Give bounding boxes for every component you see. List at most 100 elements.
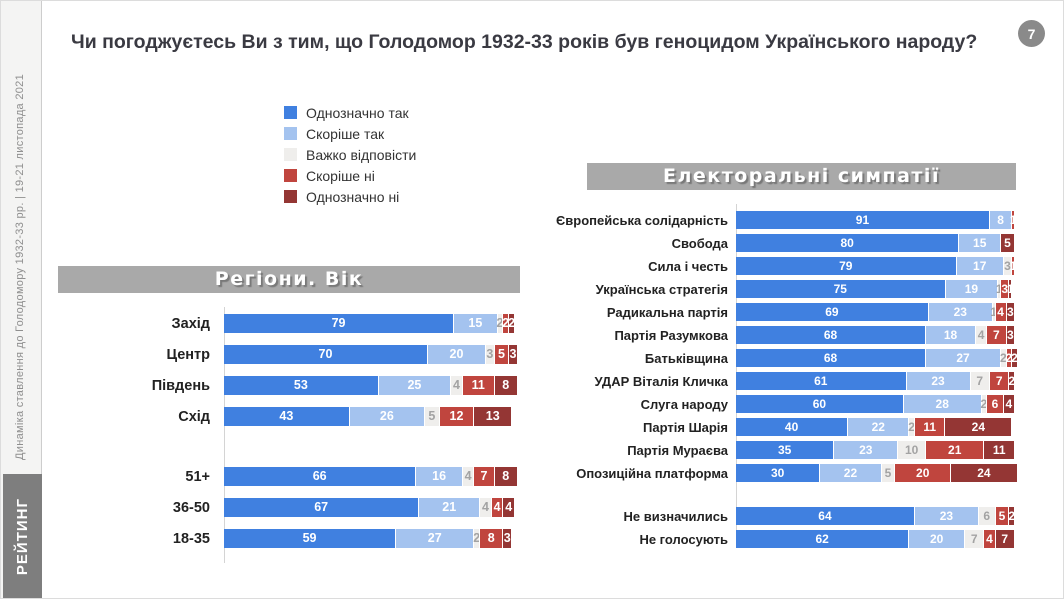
row-label: 51+ bbox=[185, 468, 210, 485]
bar-segment-value: 2 bbox=[1011, 351, 1018, 365]
bar-segment: 7 bbox=[963, 530, 984, 548]
legend-item: Скоріше ні bbox=[284, 168, 416, 184]
bar-segment-value: 1 bbox=[996, 280, 1003, 298]
legend-swatch-icon bbox=[284, 190, 297, 203]
bar-segment-value: 2 bbox=[1000, 351, 1007, 365]
bar-segment: 26 bbox=[348, 407, 425, 426]
bar-segment: 23 bbox=[905, 372, 970, 390]
bar-segment: 23 bbox=[913, 507, 978, 525]
bar-segment: 59 bbox=[224, 529, 396, 548]
bar-segment-value: 23 bbox=[953, 305, 967, 319]
bar-segment-value: 53 bbox=[293, 378, 308, 392]
stacked-bar: 70 20 3 5 3 bbox=[224, 345, 517, 364]
chart-row: Схід 43 26 5 12 13 bbox=[58, 407, 514, 426]
bar-segment: 1 bbox=[1010, 211, 1016, 229]
bar-segment-value: 66 bbox=[312, 469, 327, 483]
row-label: Схід bbox=[178, 408, 210, 425]
chart-row: Слуга народу 60 28 2 6 4 bbox=[587, 395, 1014, 413]
bar-segment: 91 bbox=[736, 211, 989, 229]
bar-segment: 4 bbox=[461, 467, 474, 486]
bar-segment-value: 17 bbox=[973, 259, 987, 273]
bar-segment-value: 80 bbox=[840, 236, 854, 250]
bar-segment: 75 bbox=[736, 280, 945, 298]
bar-segment: 69 bbox=[736, 303, 928, 321]
bar-segment-value: 79 bbox=[839, 259, 853, 273]
row-label: Сила і честь bbox=[648, 258, 728, 274]
bar-segment: 8 bbox=[479, 529, 503, 548]
bar-segment: 2 bbox=[981, 395, 987, 413]
bar-segment: 28 bbox=[902, 395, 981, 413]
bar-segment: 4 bbox=[994, 303, 1006, 321]
chart-row: Партія Мураєва 35 23 10 21 11 bbox=[587, 441, 1014, 459]
chart-row: 36-50 67 21 4 4 4 bbox=[58, 498, 514, 517]
bar-segment: 10 bbox=[897, 441, 926, 459]
bar-segment-value: 27 bbox=[427, 531, 442, 545]
bar-segment: 1 bbox=[996, 280, 1003, 298]
bar-segment: 22 bbox=[819, 464, 881, 482]
bar-segment-value: 6 bbox=[983, 509, 991, 523]
legend-label: Важко відповісти bbox=[306, 146, 417, 163]
bar-segment-value: 11 bbox=[992, 443, 1006, 457]
bar-segment-value: 8 bbox=[487, 531, 495, 545]
bar-segment: 5 bbox=[994, 507, 1009, 525]
chart-row: Радикальна партія 69 23 143 bbox=[587, 303, 1014, 321]
chart-row: УДАР Віталія Кличка 61 23 7 7 2 bbox=[587, 372, 1015, 390]
bar-segment-value: 62 bbox=[815, 532, 829, 546]
chart-row: Захід 79 15 2 2 2 bbox=[58, 314, 515, 333]
stacked-bar: 66 16 4 7 8 bbox=[224, 467, 517, 486]
stacked-bar: 79 15 2 2 2 bbox=[224, 314, 515, 333]
bar-segment-value: 35 bbox=[777, 443, 792, 457]
bar-segment-value: 4 bbox=[977, 328, 985, 342]
legend-swatch-icon bbox=[284, 148, 297, 161]
chart-row: Не голосують 62 20 7 4 7 bbox=[587, 530, 1014, 548]
bar-segment: 21 bbox=[418, 498, 480, 517]
bar-segment-value: 7 bbox=[993, 328, 1000, 342]
bar-segment: 4 bbox=[1002, 395, 1014, 413]
bar-segment-value: 3 bbox=[1006, 328, 1014, 342]
legend-label: Однозначно так bbox=[306, 104, 409, 121]
chart-row: Опозиційна платформа 30 22 5 20 24 bbox=[576, 464, 1017, 482]
page-title: Чи погоджуєтесь Ви з тим, що Голодомор 1… bbox=[71, 31, 978, 53]
row-label: Європейська солідарність bbox=[556, 212, 728, 228]
row-label: Слуга народу bbox=[640, 396, 728, 412]
bar-segment: 4 bbox=[502, 498, 514, 517]
bar-segment-value: 5 bbox=[998, 509, 1006, 523]
bar-segment-value: 22 bbox=[843, 466, 858, 480]
bar-segment-value: 11 bbox=[923, 420, 937, 434]
bar-segment-value: 2 bbox=[980, 397, 988, 411]
bar-segment: 15 bbox=[958, 234, 1001, 252]
bar-segment-value: 68 bbox=[823, 351, 838, 365]
bar-segment-value: 4 bbox=[505, 500, 513, 514]
bar-segment: 1 bbox=[990, 303, 997, 321]
bar-segment-value: 23 bbox=[859, 443, 873, 457]
bar-segment-value: 3 bbox=[503, 531, 511, 545]
bar-segment-value: 12 bbox=[449, 409, 464, 423]
bar-segment: 27 bbox=[925, 349, 1001, 367]
row-label: Партія Разумкова bbox=[614, 327, 728, 343]
stacked-bar: 68 27 2 2 2 bbox=[736, 349, 1018, 367]
bar-segment: 8 bbox=[988, 211, 1012, 229]
bar-segment: 5 bbox=[1000, 234, 1014, 252]
bar-segment: 1 bbox=[1010, 257, 1016, 275]
bar-segment-value: 8 bbox=[997, 213, 1004, 227]
bar-segment-value: 13 bbox=[485, 409, 500, 423]
bar-segment-value: 2 bbox=[502, 316, 510, 330]
bar-segment-value: 79 bbox=[331, 316, 346, 330]
bar-segment-value: 22 bbox=[871, 420, 885, 434]
bar-segment-value: 19 bbox=[964, 282, 979, 296]
bar-segment-value: 61 bbox=[814, 374, 828, 388]
bar-segment: 2 bbox=[1011, 349, 1018, 367]
bar-segment: 64 bbox=[736, 507, 914, 525]
bar-segment-value: 11 bbox=[471, 378, 485, 392]
bar-segment: 27 bbox=[395, 529, 474, 548]
bar-segment: 7 bbox=[473, 467, 494, 486]
bar-segment: 25 bbox=[377, 376, 451, 395]
chart-row: 51+ 66 16 4 7 8 bbox=[58, 467, 517, 486]
bar-segment-value: 43 bbox=[279, 409, 294, 423]
bar-segment-value: 70 bbox=[318, 347, 333, 361]
bar-segment-value: 20 bbox=[916, 466, 930, 480]
bar-segment-value: 25 bbox=[407, 378, 422, 392]
bar-segment: 20 bbox=[427, 345, 485, 364]
bar-segment-value: 8 bbox=[502, 469, 510, 483]
bar-segment-value: 3 bbox=[486, 347, 494, 361]
